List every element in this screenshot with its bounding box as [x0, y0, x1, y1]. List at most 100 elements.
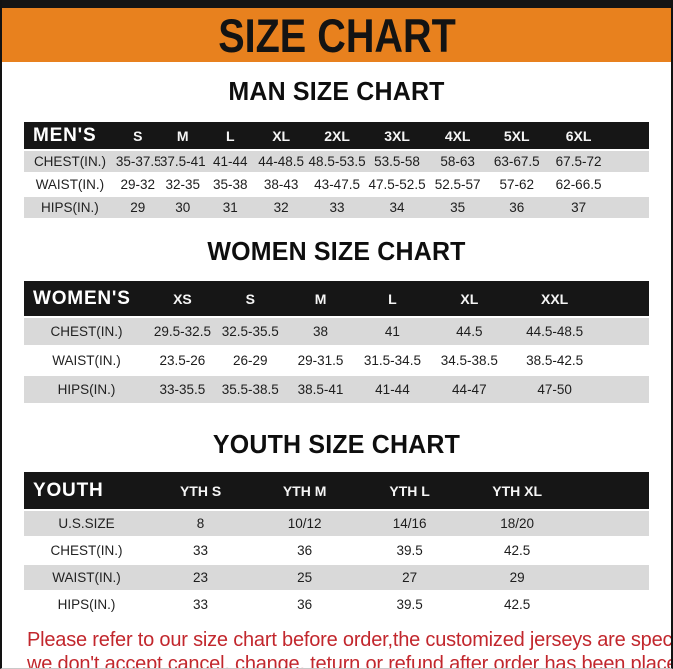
- measurement-row: WAIST(IN.) 23 25 27 29: [24, 565, 649, 590]
- size-value-cell: 35: [427, 197, 488, 218]
- size-column-header: S: [115, 122, 160, 149]
- size-value-cell: 23: [149, 565, 253, 590]
- row-label: HIPS(IN.): [24, 197, 116, 218]
- row-spacer-cell: [572, 538, 649, 563]
- size-value-cell: 33: [307, 197, 367, 218]
- size-column-header: YTH XL: [462, 472, 573, 509]
- size-value-cell: 27: [357, 565, 463, 590]
- header-spacer-cell: [599, 281, 649, 316]
- size-value-cell: 57-62: [487, 174, 546, 195]
- row-label: CHEST(IN.): [24, 151, 116, 172]
- size-value-cell: 26-29: [215, 347, 285, 374]
- size-value-cell: 29-31.5: [284, 347, 357, 374]
- size-value-cell: 44-48.5: [254, 151, 308, 172]
- men-size-table: MEN'S S M L XL 2XL 3XL 4XL 5XL 6XL CHEST(IN.) 35-37…: [24, 120, 649, 220]
- top-black-bar: [2, 0, 671, 8]
- size-value-cell: 36: [252, 538, 358, 563]
- table-header-row: MEN'S S M L XL 2XL 3XL 4XL 5XL 6XL: [24, 122, 649, 149]
- header-spacer-cell: [611, 122, 649, 149]
- size-value-cell: 33: [149, 592, 253, 617]
- measurement-row: CHEST(IN.) 29.5-32.5 32.5-35.5 38 41 44.5 44.5…: [24, 318, 649, 345]
- table-header-label: YOUTH: [24, 472, 149, 509]
- size-value-cell: 35.5-38.5: [215, 376, 285, 403]
- measurement-row: WAIST(IN.) 23.5-26 26-29 29-31.5 31.5-34.5 34…: [24, 347, 649, 374]
- size-value-cell: 38-43: [254, 174, 308, 195]
- size-value-cell: 33: [149, 538, 253, 563]
- size-value-cell: 47-50: [510, 376, 599, 403]
- table-header-label: WOMEN'S: [24, 281, 149, 316]
- size-value-cell: 29.5-32.5: [149, 318, 216, 345]
- row-spacer-cell: [611, 197, 649, 218]
- youth-size-table: YOUTH YTH S YTH M YTH L YTH XL U.S.SIZE 8 10/12…: [24, 470, 649, 619]
- size-value-cell: 33-35.5: [149, 376, 216, 403]
- measurement-row: U.S.SIZE 8 10/12 14/16 18/20: [24, 511, 649, 536]
- size-value-cell: 35-38: [205, 174, 255, 195]
- size-column-header: YTH S: [149, 472, 253, 509]
- man-section-heading: MAN SIZE CHART: [228, 76, 445, 106]
- size-value-cell: 38.5-41: [284, 376, 357, 403]
- youth-section-heading: YOUTH SIZE CHART: [212, 429, 461, 459]
- row-label: CHEST(IN.): [24, 538, 149, 563]
- size-column-header: YTH M: [252, 472, 358, 509]
- size-value-cell: 38: [284, 318, 357, 345]
- title-banner: SIZE CHART: [2, 8, 671, 62]
- page-title: SIZE CHART: [217, 7, 456, 63]
- size-column-header: 2XL: [307, 122, 367, 149]
- row-spacer-cell: [611, 151, 649, 172]
- row-spacer-cell: [572, 592, 649, 617]
- size-value-cell: 52.5-57: [427, 174, 488, 195]
- size-value-cell: 53.5-58: [366, 151, 428, 172]
- size-value-cell: 42.5: [462, 592, 573, 617]
- size-column-header: XS: [149, 281, 216, 316]
- size-value-cell: 37.5-41: [159, 151, 206, 172]
- women-size-chart-section: WOMEN SIZE CHART WOMEN'S XS S M L XL XXL CHEST(…: [2, 236, 671, 405]
- size-column-header: XXL: [510, 281, 599, 316]
- size-column-header: 6XL: [545, 122, 612, 149]
- size-value-cell: 29-32: [115, 174, 160, 195]
- table-header-row: WOMEN'S XS S M L XL XXL: [24, 281, 649, 316]
- size-value-cell: 37: [545, 197, 612, 218]
- size-value-cell: 43-47.5: [307, 174, 367, 195]
- measurement-row: CHEST(IN.) 33 36 39.5 42.5: [24, 538, 649, 563]
- measurement-row: HIPS(IN.) 29 30 31 32 33 34 35 36 37: [24, 197, 649, 218]
- row-spacer-cell: [599, 347, 649, 374]
- size-value-cell: 44.5: [428, 318, 511, 345]
- measurement-row: HIPS(IN.) 33 36 39.5 42.5: [24, 592, 649, 617]
- size-value-cell: 29: [462, 565, 573, 590]
- table-header-label: MEN'S: [24, 122, 116, 149]
- measurement-row: WAIST(IN.) 29-32 32-35 35-38 38-43 43-47.5 47.…: [24, 174, 649, 195]
- row-label: WAIST(IN.): [24, 565, 149, 590]
- size-value-cell: 42.5: [462, 538, 573, 563]
- row-spacer-cell: [572, 511, 649, 536]
- size-value-cell: 41: [356, 318, 429, 345]
- disclaimer-line-2: we don't accept cancel, change, teturn o…: [27, 653, 673, 669]
- size-value-cell: 62-66.5: [545, 174, 612, 195]
- size-value-cell: 41-44: [356, 376, 429, 403]
- size-column-header: M: [284, 281, 357, 316]
- size-value-cell: 39.5: [357, 592, 463, 617]
- size-value-cell: 67.5-72: [545, 151, 612, 172]
- size-value-cell: 32: [254, 197, 308, 218]
- size-column-header: L: [205, 122, 255, 149]
- size-column-header: 3XL: [366, 122, 428, 149]
- size-value-cell: 44-47: [428, 376, 511, 403]
- row-spacer-cell: [599, 318, 649, 345]
- measurement-row: CHEST(IN.) 35-37.5 37.5-41 41-44 44-48.5 48.5…: [24, 151, 649, 172]
- row-label: HIPS(IN.): [24, 592, 149, 617]
- size-column-header: M: [159, 122, 206, 149]
- size-value-cell: 58-63: [427, 151, 488, 172]
- man-size-chart-section: MAN SIZE CHART MEN'S S M L XL 2XL 3XL 4XL 5XL 6XL…: [2, 76, 671, 220]
- row-label: WAIST(IN.): [24, 347, 149, 374]
- size-column-header: 4XL: [427, 122, 488, 149]
- size-value-cell: 29: [115, 197, 160, 218]
- women-size-table: WOMEN'S XS S M L XL XXL CHEST(IN.) 29.5-32.5 32.5…: [24, 279, 649, 405]
- size-value-cell: 31: [205, 197, 255, 218]
- size-value-cell: 8: [149, 511, 253, 536]
- size-value-cell: 32-35: [159, 174, 206, 195]
- size-value-cell: 30: [159, 197, 206, 218]
- size-column-header: 5XL: [487, 122, 546, 149]
- size-value-cell: 31.5-34.5: [356, 347, 429, 374]
- size-column-header: YTH L: [357, 472, 463, 509]
- size-value-cell: 63-67.5: [487, 151, 546, 172]
